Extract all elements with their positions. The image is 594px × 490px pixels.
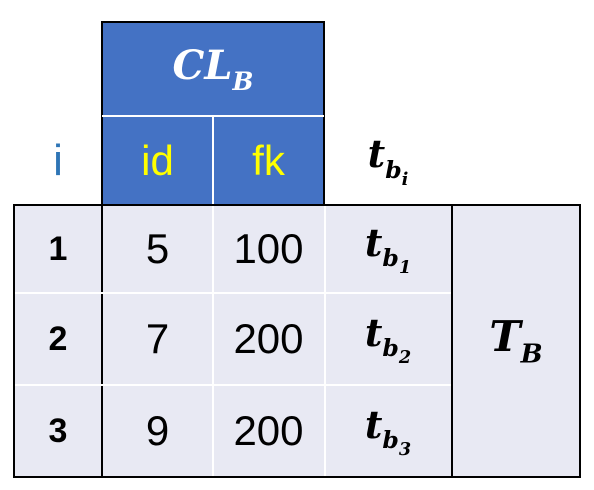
row-2-fk: 200 [233,315,304,362]
index-column-header: i [53,135,63,185]
row-1-fk: 100 [233,225,304,272]
divider [212,206,214,476]
border [451,204,453,478]
divider [324,206,326,476]
divider [15,292,451,294]
column-header-fk: fk [213,116,324,205]
border [579,204,581,478]
row-3-index: 3 [48,411,68,450]
border [101,204,103,478]
table-label-cell: TB [452,205,580,477]
border [13,476,581,478]
divider [212,116,214,205]
table-body [14,205,580,477]
border [13,204,15,478]
tuple-column-header: tbi [324,116,452,205]
row-3-fk: 200 [233,407,304,454]
divider [15,384,451,386]
table-label: TB [489,312,543,370]
row-2-tuple: tb2 [364,309,412,369]
tuple-header-label: tbi [367,131,409,190]
row-2-id: 7 [145,315,170,362]
column-header-id: id [102,116,213,205]
row-2-index: 2 [48,319,68,358]
row-1-index: 1 [48,229,68,268]
cl-b-header: CLB [102,22,324,116]
row-3-id: 9 [145,407,170,454]
border [13,204,581,206]
border [101,21,103,206]
row-3-tuple: tb3 [364,401,412,461]
border [101,21,325,23]
cl-b-label: CLB [172,41,254,97]
row-1-tuple: tb1 [364,219,412,279]
row-1-id: 5 [145,225,170,272]
border [323,21,325,206]
